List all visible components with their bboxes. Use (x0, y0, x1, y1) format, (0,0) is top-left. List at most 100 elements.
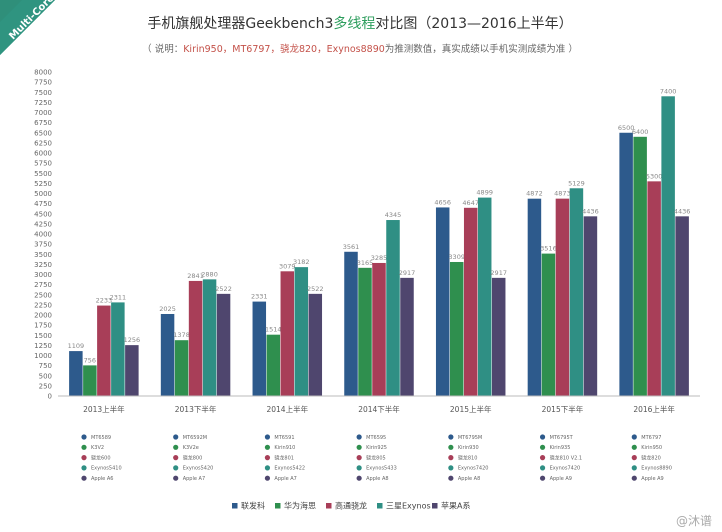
y-tick-label: 6750 (34, 119, 52, 127)
chip-label: Exynos5410 (91, 466, 122, 472)
chip-marker (631, 465, 637, 471)
chip-marker (264, 455, 271, 461)
y-tick-label: 7250 (34, 99, 52, 107)
chip-marker (356, 455, 362, 461)
chip-label: Exynos8890 (641, 466, 672, 472)
data-label: 6400 (632, 128, 649, 136)
chip-label: Kirin910 (274, 445, 295, 451)
title-part1: 手机旗舰处理器Geekbench3 (147, 16, 333, 32)
y-tick-label: 2250 (34, 301, 52, 309)
data-label: 4647 (462, 199, 479, 207)
series-5: 1256 2522 2522 2917 2917 4436 4436 (124, 207, 691, 396)
y-tick-label: 1250 (34, 342, 52, 350)
bar (280, 271, 295, 396)
chip-marker (539, 455, 546, 461)
chip-label: K3V2e (183, 445, 199, 451)
chip-marker (448, 455, 454, 461)
y-tick-label: 3250 (34, 261, 52, 269)
chip-label: MT6592M (183, 435, 207, 441)
y-tick-label: 1000 (34, 352, 52, 360)
bar (372, 262, 386, 396)
data-label: 2917 (490, 269, 507, 277)
chip-marker (173, 434, 179, 440)
data-label: 2917 (399, 269, 416, 277)
y-tick-label: 7500 (34, 89, 52, 97)
y-tick-label: 0 (48, 393, 52, 401)
bar (555, 198, 570, 396)
bar (308, 293, 323, 396)
chip-marker (264, 434, 271, 440)
chip-label: 骁龙805 (366, 454, 386, 461)
title-part2: 对比图（2013—2016上半年） (375, 16, 572, 32)
series-3: 2233 2841 3079 3285 4647 4873 5300 (96, 172, 662, 396)
data-label: 2880 (201, 270, 218, 278)
title-highlight: 多线程 (333, 15, 375, 32)
bar (633, 136, 647, 397)
chip-label: 骁龙800 (183, 454, 203, 461)
chip-marker (81, 475, 87, 481)
bar (675, 216, 689, 396)
data-label: 2311 (110, 293, 127, 301)
chip-marker (448, 434, 454, 440)
chip-marker (448, 465, 454, 471)
chip-label: 骁龙801 (274, 454, 294, 461)
chip-label: Apple A8 (366, 476, 388, 482)
y-tick-label: 1750 (34, 322, 52, 330)
bar (69, 351, 83, 396)
data-label: 1109 (68, 342, 85, 350)
chip-label: Kirin935 (550, 445, 571, 451)
data-label: 2841 (187, 272, 204, 280)
data-label: 3516 (540, 245, 557, 253)
bar (344, 251, 358, 396)
series-1: 1109 2025 2331 3561 4656 4872 6500 (68, 124, 634, 396)
data-label: 4656 (434, 198, 451, 206)
y-tick-label: 1500 (34, 332, 52, 340)
data-label: 4436 (674, 207, 691, 215)
legend-swatch (232, 503, 238, 509)
bar (358, 267, 372, 396)
data-label: 3165 (357, 259, 374, 267)
chip-marker (173, 465, 179, 471)
y-tick-label: 250 (39, 382, 52, 390)
x-tick-label: 2013下半年 (175, 404, 217, 414)
bar (463, 207, 478, 396)
bar (400, 277, 414, 396)
legend-label: 苹果A系 (441, 501, 470, 511)
bar (386, 220, 400, 396)
bar (111, 302, 125, 396)
chip-label: 骁龙810 (458, 454, 478, 461)
y-tick-label: 4500 (34, 210, 52, 218)
chip-label: Exynos7420 (458, 466, 489, 472)
y-tick-label: 6500 (34, 129, 52, 137)
bar (97, 305, 111, 396)
bar (647, 181, 661, 396)
bar (202, 279, 217, 396)
data-label: 3079 (279, 262, 296, 270)
x-tick-label: 2014下半年 (358, 404, 400, 414)
legend: 联发科 华为海思 高通骁龙 三星Exynos 苹果A系 (232, 501, 470, 511)
chip-marker (356, 434, 362, 440)
chip-marker (264, 475, 271, 481)
y-tick-label: 2750 (34, 281, 52, 289)
chip-label: Apple A7 (274, 476, 296, 482)
series-2: 756 1378 1514 3165 3309 3516 6400 (83, 128, 649, 397)
chip-marker (448, 444, 454, 450)
chip-label: Exynos5433 (366, 466, 397, 472)
chip-label: Apple A9 (550, 476, 572, 482)
data-label: 5129 (568, 179, 585, 187)
chip-table: MT6589 K3V2 骁龙600 Exynos5410 Apple A6 MT6592M… (81, 434, 672, 482)
chip-label: MT6591 (274, 435, 294, 441)
chip-marker (173, 444, 179, 450)
x-axis: 2013上半年 2013下半年 2014上半年 2014下半年 2015上半年 2015下… (58, 395, 700, 414)
bar (188, 280, 203, 396)
chip-label: MT6795M (458, 435, 482, 441)
bar (477, 197, 492, 396)
data-label: 4873 (554, 190, 571, 198)
x-tick-label: 2013上半年 (83, 404, 125, 414)
bar (266, 334, 281, 396)
chip-marker (173, 475, 179, 481)
chip-marker (539, 434, 546, 440)
bar (174, 340, 189, 396)
y-tick-label: 3000 (34, 271, 52, 279)
